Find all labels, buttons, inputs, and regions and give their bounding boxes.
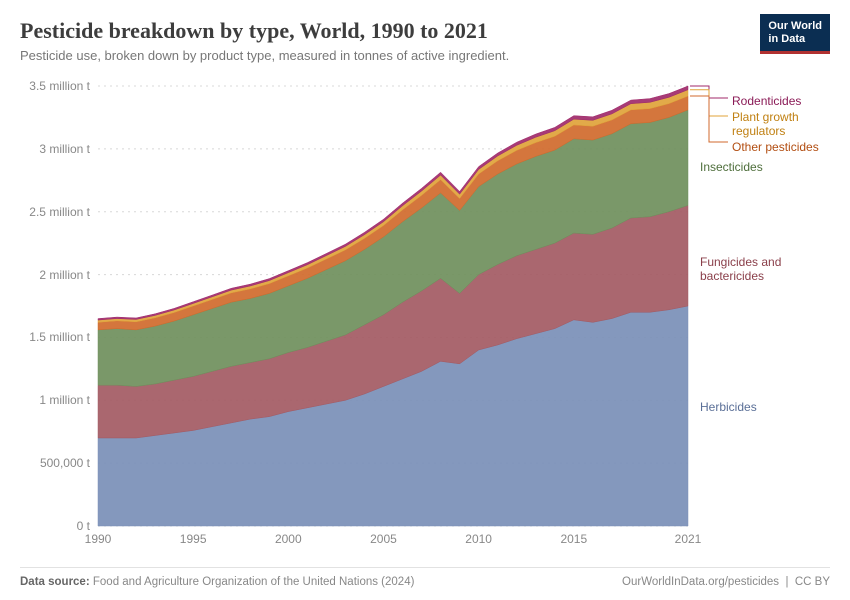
page-subtitle: Pesticide use, broken down by product ty… bbox=[20, 48, 830, 63]
series-label-other: Other pesticides bbox=[732, 140, 819, 154]
stacked-area-chart bbox=[20, 80, 830, 550]
series-label-rodenticides: Rodenticides bbox=[732, 94, 801, 108]
logo-line-2: in Data bbox=[768, 33, 805, 45]
series-label-herbicides: Herbicides bbox=[700, 400, 757, 414]
y-tick-label: 2.5 million t bbox=[20, 205, 90, 219]
source-prefix: Data source: bbox=[20, 576, 90, 588]
data-source: Data source: Food and Agriculture Organi… bbox=[20, 576, 414, 588]
series-label-insecticides: Insecticides bbox=[700, 160, 763, 174]
footer: Data source: Food and Agriculture Organi… bbox=[20, 567, 830, 588]
x-tick-label: 2000 bbox=[275, 532, 302, 546]
y-tick-label: 1.5 million t bbox=[20, 330, 90, 344]
x-tick-label: 2015 bbox=[560, 532, 587, 546]
credit-url: OurWorldInData.org/pesticides bbox=[622, 576, 779, 588]
y-tick-label: 3.5 million t bbox=[20, 79, 90, 93]
y-tick-label: 3 million t bbox=[20, 142, 90, 156]
y-tick-label: 1 million t bbox=[20, 393, 90, 407]
series-label-fungicides: Fungicides andbactericides bbox=[700, 255, 781, 284]
y-tick-label: 0 t bbox=[20, 519, 90, 533]
x-tick-label: 1995 bbox=[180, 532, 207, 546]
x-tick-label: 2010 bbox=[465, 532, 492, 546]
page-title: Pesticide breakdown by type, World, 1990… bbox=[20, 18, 830, 44]
license: CC BY bbox=[795, 576, 830, 588]
credit: OurWorldInData.org/pesticides | CC BY bbox=[622, 576, 830, 588]
chart-area: 0 t 500,000 t 1 million t 1.5 million t 2 mi… bbox=[20, 80, 830, 550]
x-tick-label: 2005 bbox=[370, 532, 397, 546]
source-text: Food and Agriculture Organization of the… bbox=[93, 576, 415, 588]
owid-logo: Our World in Data bbox=[760, 14, 830, 54]
logo-line-1: Our World bbox=[768, 20, 822, 32]
y-tick-label: 500,000 t bbox=[20, 456, 90, 470]
series-label-pgr: Plant growthregulators bbox=[732, 110, 799, 139]
header: Pesticide breakdown by type, World, 1990… bbox=[0, 0, 850, 71]
y-tick-label: 2 million t bbox=[20, 268, 90, 282]
x-tick-label: 2021 bbox=[675, 532, 702, 546]
x-tick-label: 1990 bbox=[85, 532, 112, 546]
